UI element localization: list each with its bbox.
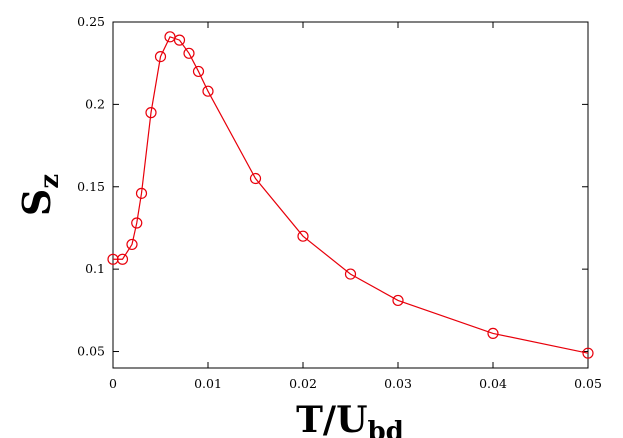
y-tick-label: 0.15 bbox=[77, 179, 105, 194]
y-axis-ticks: 0.05 0.1 0.15 0.2 0.25 bbox=[77, 14, 588, 359]
data-point bbox=[344, 268, 357, 280]
y-axis-title-main: S bbox=[14, 189, 59, 216]
x-tick-label: 0 bbox=[109, 376, 117, 391]
data-point bbox=[202, 85, 214, 97]
x-tick-label: 0.05 bbox=[574, 376, 602, 391]
x-tick-label: 0.02 bbox=[289, 376, 317, 391]
x-tick-label: 0.04 bbox=[479, 376, 507, 391]
data-point bbox=[487, 327, 499, 339]
x-axis-title-subscript: bd bbox=[367, 417, 403, 438]
y-tick-label: 0.2 bbox=[85, 96, 105, 111]
y-tick-label: 0.25 bbox=[77, 14, 105, 29]
x-axis-title-main: T/U bbox=[296, 399, 367, 438]
data-point bbox=[392, 294, 404, 307]
data-point bbox=[173, 34, 186, 46]
y-tick-label: 0.1 bbox=[85, 261, 105, 276]
data-point bbox=[154, 50, 167, 63]
data-point bbox=[145, 107, 157, 119]
plot-frame bbox=[112, 21, 589, 369]
series-layer bbox=[107, 31, 594, 359]
data-point bbox=[183, 47, 195, 59]
data-point bbox=[116, 253, 129, 265]
x-tick-label: 0.03 bbox=[384, 376, 412, 391]
series-line bbox=[113, 36, 589, 354]
data-point bbox=[297, 230, 309, 242]
y-axis-title-subscript: z bbox=[35, 174, 65, 189]
data-point bbox=[582, 347, 594, 359]
x-axis-title: T/Ubd bbox=[296, 399, 404, 438]
data-point bbox=[135, 187, 148, 199]
y-tick-label: 0.05 bbox=[77, 344, 105, 359]
data-point bbox=[126, 238, 138, 251]
data-point bbox=[192, 65, 205, 78]
data-point bbox=[131, 217, 143, 229]
x-tick-label: 0.01 bbox=[194, 376, 222, 391]
data-point bbox=[249, 172, 262, 185]
x-axis-ticks: 0 0.01 0.02 0.03 0.04 0.05 bbox=[109, 22, 602, 391]
y-axis-title: Sz bbox=[14, 174, 65, 216]
